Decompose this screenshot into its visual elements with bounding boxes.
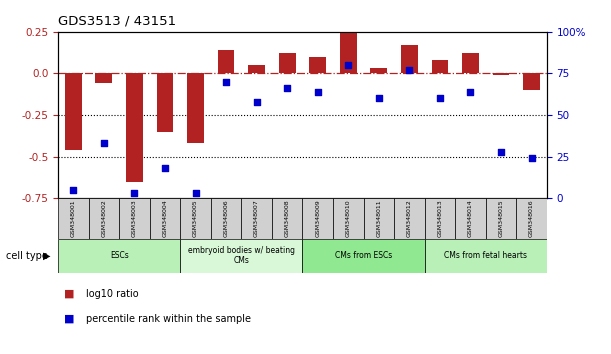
Point xyxy=(191,190,200,196)
Text: GSM348014: GSM348014 xyxy=(468,200,473,238)
Text: GDS3513 / 43151: GDS3513 / 43151 xyxy=(58,15,176,27)
Point xyxy=(404,67,414,73)
Text: GSM348006: GSM348006 xyxy=(224,200,229,238)
Bar xyxy=(340,33,357,74)
Bar xyxy=(401,45,418,74)
Point xyxy=(130,190,139,196)
Text: ESCs: ESCs xyxy=(110,251,128,260)
Text: GSM348007: GSM348007 xyxy=(254,200,259,238)
Bar xyxy=(370,68,387,74)
Point xyxy=(374,96,384,101)
Bar xyxy=(394,198,425,239)
Bar xyxy=(180,198,211,239)
Bar xyxy=(248,65,265,74)
Bar xyxy=(364,198,394,239)
Text: GSM348015: GSM348015 xyxy=(499,200,503,238)
Text: ■: ■ xyxy=(64,289,75,299)
Bar xyxy=(523,74,540,90)
Text: GSM348011: GSM348011 xyxy=(376,200,381,238)
Point xyxy=(435,96,445,101)
Text: cell type: cell type xyxy=(6,251,48,261)
Text: CMs from fetal hearts: CMs from fetal hearts xyxy=(444,251,527,260)
Point xyxy=(160,165,170,171)
Bar xyxy=(58,239,180,273)
Text: GSM348003: GSM348003 xyxy=(132,200,137,238)
Text: GSM348010: GSM348010 xyxy=(346,200,351,238)
Text: GSM348016: GSM348016 xyxy=(529,200,534,238)
Text: GSM348002: GSM348002 xyxy=(101,200,106,238)
Bar xyxy=(180,239,302,273)
Bar xyxy=(425,198,455,239)
Bar xyxy=(241,198,272,239)
Point xyxy=(527,155,536,161)
Point xyxy=(343,62,353,68)
Bar xyxy=(156,74,174,132)
Bar xyxy=(119,198,150,239)
Bar xyxy=(211,198,241,239)
Point xyxy=(466,89,475,95)
Text: GSM348012: GSM348012 xyxy=(407,200,412,238)
Text: GSM348008: GSM348008 xyxy=(285,200,290,238)
Bar xyxy=(89,198,119,239)
Bar xyxy=(279,53,296,74)
Point xyxy=(221,79,231,85)
Text: ▶: ▶ xyxy=(43,251,50,261)
Bar xyxy=(95,74,112,84)
Bar xyxy=(302,239,425,273)
Point xyxy=(313,89,323,95)
Bar xyxy=(455,198,486,239)
Text: GSM348005: GSM348005 xyxy=(193,200,198,238)
Bar xyxy=(425,239,547,273)
Bar xyxy=(302,198,333,239)
Text: ■: ■ xyxy=(64,314,75,324)
Bar xyxy=(65,74,82,150)
Text: GSM348009: GSM348009 xyxy=(315,200,320,238)
Bar xyxy=(58,198,89,239)
Bar xyxy=(333,198,364,239)
Point xyxy=(252,99,262,104)
Bar xyxy=(309,57,326,74)
Bar xyxy=(126,74,143,182)
Text: CMs from ESCs: CMs from ESCs xyxy=(335,251,392,260)
Text: GSM348013: GSM348013 xyxy=(437,200,442,238)
Point xyxy=(496,149,506,154)
Bar xyxy=(486,198,516,239)
Bar xyxy=(492,74,510,75)
Bar xyxy=(187,74,204,143)
Point xyxy=(99,141,109,146)
Point xyxy=(282,86,292,91)
Bar xyxy=(272,198,302,239)
Text: log10 ratio: log10 ratio xyxy=(86,289,138,299)
Text: GSM348001: GSM348001 xyxy=(71,200,76,238)
Bar xyxy=(150,198,180,239)
Bar xyxy=(516,198,547,239)
Point xyxy=(68,187,78,193)
Bar xyxy=(218,50,235,74)
Text: GSM348004: GSM348004 xyxy=(163,200,167,238)
Text: embryoid bodies w/ beating
CMs: embryoid bodies w/ beating CMs xyxy=(188,246,295,266)
Text: percentile rank within the sample: percentile rank within the sample xyxy=(86,314,251,324)
Bar xyxy=(462,53,479,74)
Bar xyxy=(431,60,448,74)
